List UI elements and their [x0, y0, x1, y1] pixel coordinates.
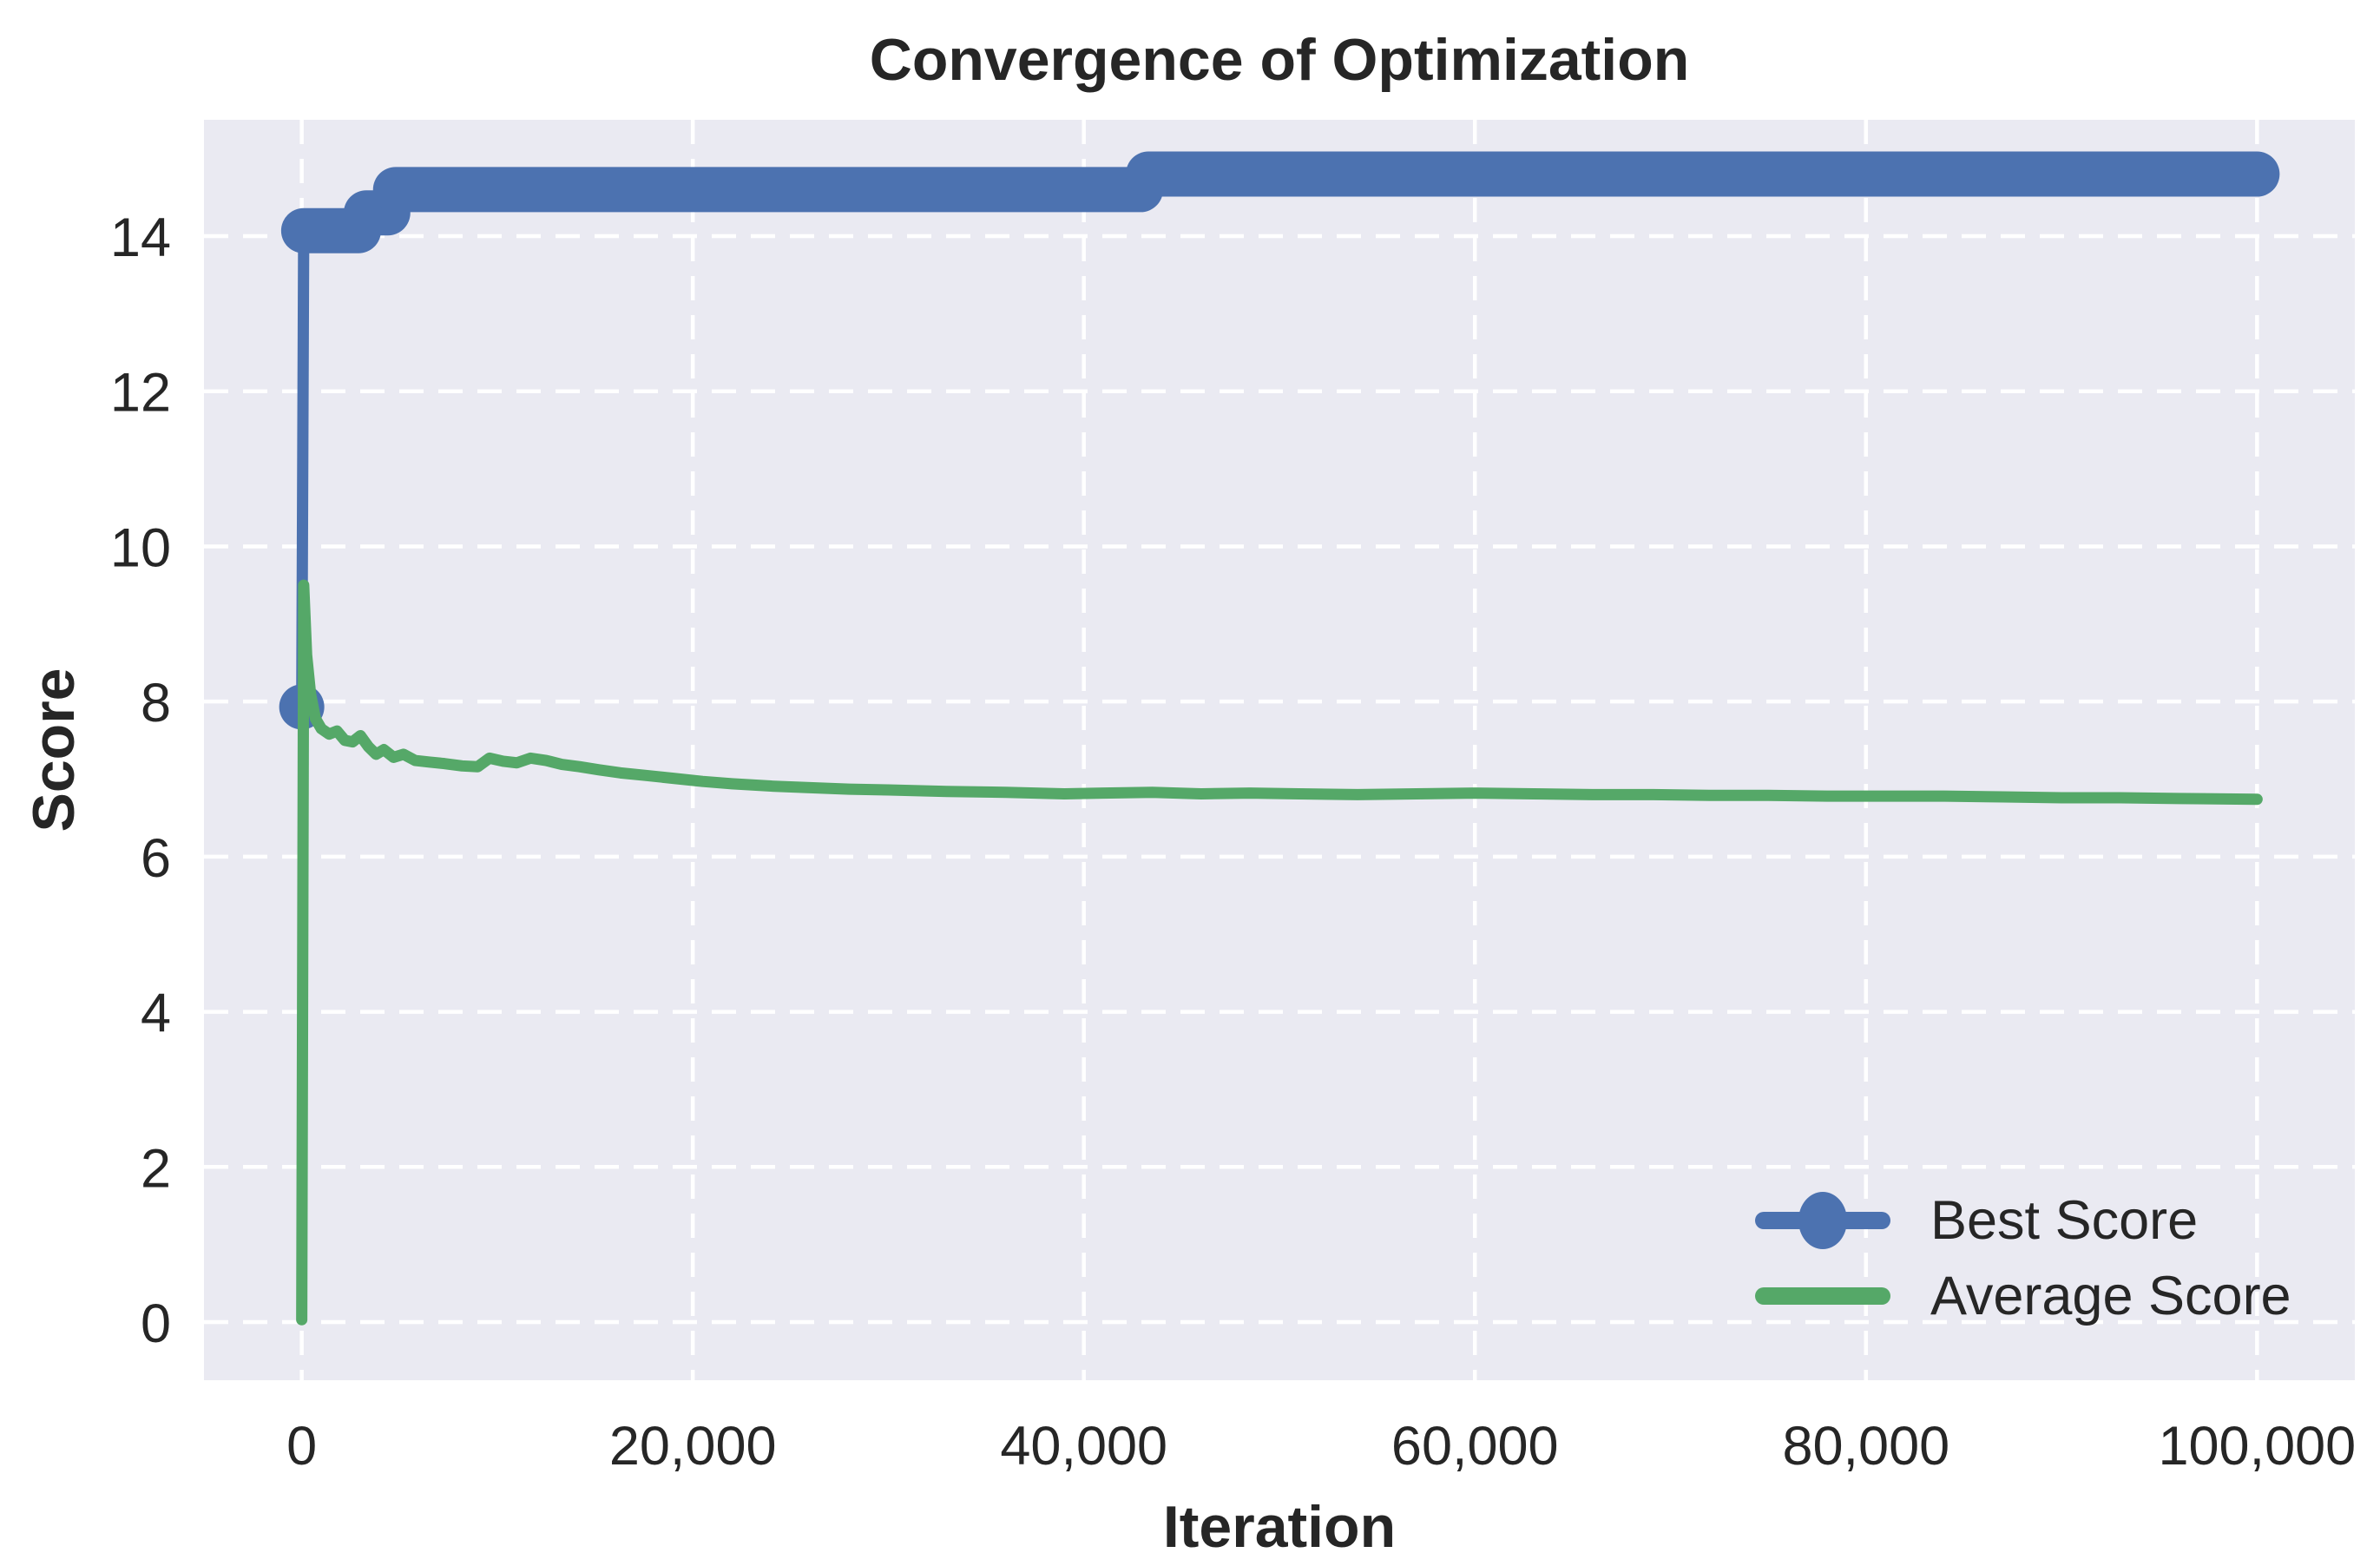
legend-item-best-score: Best Score	[1753, 1183, 2198, 1258]
best-score-series	[279, 151, 2280, 730]
best-score-legend-swatch	[1755, 1192, 1890, 1249]
x-tick-label: 80,000	[1782, 1416, 1949, 1477]
x-tick-label: 100,000	[2158, 1416, 2356, 1477]
x-tick-label: 0	[286, 1416, 317, 1477]
x-tick-label: 60,000	[1391, 1416, 1559, 1477]
y-tick-label: 4	[141, 984, 171, 1044]
legend-item-average-score: Average Score	[1753, 1259, 2291, 1333]
y-axis-label: Score	[21, 668, 87, 832]
average-score-legend-swatch	[1755, 1287, 1890, 1305]
gridlines	[204, 120, 2355, 1380]
best-score-sample-marker-icon	[1798, 1192, 1847, 1249]
y-tick-label: 8	[141, 673, 171, 734]
y-tick-label: 2	[141, 1138, 171, 1199]
y-tick-label: 10	[110, 517, 171, 578]
legend-label-best-score: Best Score	[1930, 1190, 2199, 1251]
legend-label-average-score: Average Score	[1930, 1266, 2291, 1326]
y-tick-label: 0	[141, 1293, 171, 1354]
plot-area	[204, 120, 2355, 1380]
x-axis-label: Iteration	[1163, 1494, 1396, 1560]
average-score-series	[296, 579, 2263, 1326]
y-tick-label: 14	[110, 207, 171, 268]
x-tick-label: 20,000	[609, 1416, 777, 1477]
tick-labels: 0 20,000 40,000 60,000 80,000 100,000 0 2 4 6 8 10 1…	[110, 207, 2356, 1477]
y-tick-label: 12	[110, 363, 171, 424]
average-score-line	[296, 579, 2263, 1326]
x-tick-label: 40,000	[1000, 1416, 1167, 1477]
y-tick-label: 6	[141, 828, 171, 889]
chart-title: Convergence of Optimization	[870, 27, 1690, 93]
